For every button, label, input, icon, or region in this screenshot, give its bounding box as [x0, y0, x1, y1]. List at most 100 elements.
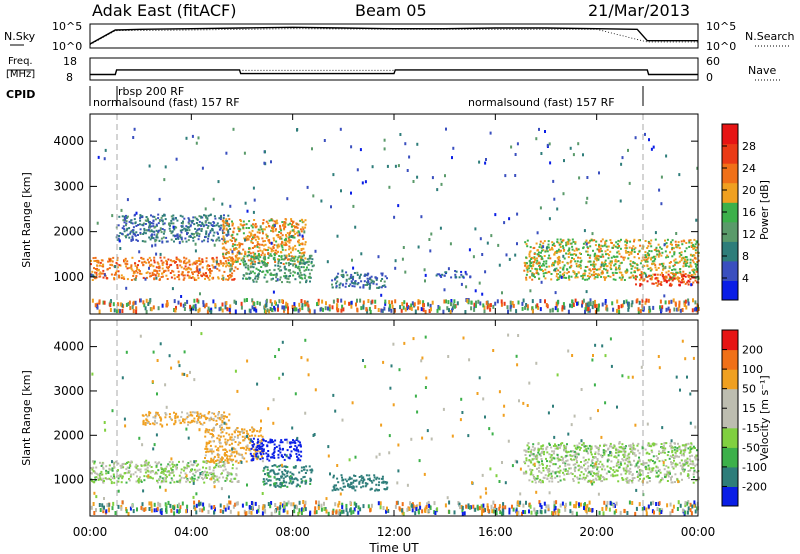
heatmap-cell: [651, 256, 654, 259]
heatmap-cell: [239, 244, 241, 247]
heatmap-cell: [338, 286, 341, 289]
heatmap-cell: [693, 254, 696, 257]
heatmap-cell: [247, 259, 250, 262]
heatmap-cell: [277, 236, 280, 239]
heatmap-cell: [539, 266, 541, 269]
heatmap-cell: [303, 466, 305, 469]
heatmap-cell: [278, 444, 281, 447]
heatmap-cell: [204, 430, 207, 432]
heatmap-cell: [210, 471, 213, 474]
heatmap-cell: [309, 276, 312, 279]
noise-panel-frame: [89, 23, 699, 49]
heatmap-cell: [282, 263, 285, 265]
heatmap-cell: [262, 244, 265, 247]
heatmap-cell: [212, 260, 215, 263]
heatmap-cell: [455, 276, 458, 279]
heatmap-cell: [267, 256, 270, 259]
heatmap-cell: [189, 411, 192, 414]
heatmap-cell: [229, 438, 232, 441]
heatmap-cell: [243, 223, 246, 226]
heatmap-cell: [225, 224, 228, 227]
heatmap-cell: [354, 479, 357, 482]
heatmap-cell: [299, 485, 301, 488]
heatmap-cell: [226, 458, 229, 461]
heatmap-cell: [557, 241, 560, 244]
heatmap-cell: [163, 470, 166, 472]
heatmap-cell: [229, 455, 231, 458]
heatmap-cell: [623, 448, 626, 451]
heatmap-cell: [258, 272, 260, 275]
heatmap-cell: [252, 263, 254, 266]
heatmap-cell: [653, 259, 656, 262]
heatmap-cell: [253, 272, 256, 275]
heatmap-cell: [298, 269, 301, 272]
heatmap-cell: [162, 470, 165, 473]
heatmap-cell: [231, 224, 234, 227]
heatmap-cell: [145, 298, 148, 303]
heatmap-cell: [558, 260, 561, 263]
heatmap-cell: [260, 228, 263, 231]
heatmap-cell: [603, 267, 605, 270]
heatmap-cell: [617, 305, 620, 309]
heatmap-cell: [384, 301, 387, 306]
heatmap-cell: [155, 422, 158, 425]
heatmap-cell: [174, 465, 177, 468]
heatmap-cell: [251, 426, 254, 429]
heatmap-cell: [568, 239, 571, 242]
heatmap-cell: [634, 278, 637, 281]
heatmap-cell: [301, 303, 304, 308]
heatmap-cell: [637, 449, 640, 452]
heatmap-cell: [143, 260, 146, 263]
heatmap-cell: [569, 303, 571, 308]
heatmap-cell: [148, 272, 151, 275]
heatmap-cell: [558, 475, 561, 478]
heatmap-cell: [669, 261, 672, 264]
heatmap-cell: [282, 456, 284, 459]
heatmap-cell: [184, 262, 187, 265]
heatmap-cell: [220, 224, 223, 227]
heatmap-cell: [222, 232, 224, 235]
heatmap-cell: [181, 228, 184, 231]
heatmap-cell: [662, 264, 665, 267]
heatmap-cell: [359, 286, 362, 289]
heatmap-cell: [223, 462, 226, 465]
heatmap-cell: [651, 262, 653, 265]
heatmap-cell: [670, 478, 672, 481]
heatmap-cell: [108, 260, 111, 263]
heatmap-cell: [470, 306, 473, 311]
heatmap-cell: [216, 259, 218, 262]
heatmap-cell: [603, 278, 606, 281]
heatmap-cell: [232, 438, 235, 441]
heatmap-cell: [624, 247, 627, 249]
heatmap-cell: [665, 307, 668, 312]
heatmap-cell: [281, 470, 284, 473]
heatmap-cell: [637, 309, 640, 314]
heatmap-cell: [582, 298, 585, 303]
heatmap-cell: [618, 264, 621, 267]
heatmap-cell: [344, 478, 347, 481]
heatmap-cell: [675, 243, 677, 246]
heatmap-cell: [316, 302, 318, 307]
heatmap-cell: [235, 474, 238, 477]
heatmap-cell: [177, 237, 180, 240]
heatmap-cell: [400, 308, 403, 313]
heatmap-cell: [186, 467, 188, 470]
heatmap-cell: [101, 463, 104, 466]
heatmap-cell: [531, 272, 534, 276]
heatmap-cell: [273, 443, 276, 446]
heatmap-cell: [277, 233, 280, 236]
heatmap-cell: [128, 470, 131, 473]
heatmap-cell: [204, 207, 207, 211]
heatmap-cell: [586, 265, 589, 268]
heatmap-cell: [443, 299, 446, 304]
heatmap-cell: [259, 441, 262, 444]
heatmap-cell: [112, 473, 115, 476]
heatmap-cell: [277, 258, 279, 261]
heatmap-cell: [544, 299, 546, 304]
heatmap-cell: [188, 260, 191, 263]
heatmap-cell: [601, 261, 603, 264]
heatmap-cell: [619, 199, 622, 203]
heatmap-cell: [269, 469, 272, 472]
heatmap-cell: [308, 465, 311, 468]
heatmap-cell: [671, 255, 674, 258]
